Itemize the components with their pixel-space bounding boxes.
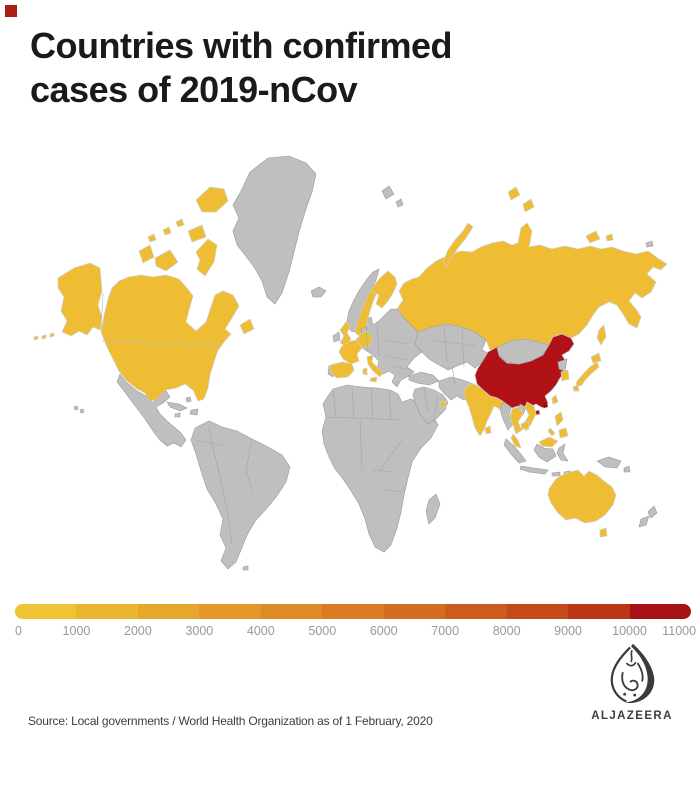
legend-tick: 11000 <box>662 624 697 638</box>
legend-tick: 0 <box>15 624 22 638</box>
islands-canadian-arctic <box>138 186 229 277</box>
region-hong-kong <box>543 403 548 408</box>
country-sri-lanka <box>484 425 492 435</box>
legend-ticks: 0 1000 2000 3000 4000 5000 6000 7000 8000 9000 100… <box>15 624 696 640</box>
island-java <box>519 465 549 475</box>
world-map-svg <box>33 155 668 571</box>
country-philippines <box>547 411 569 439</box>
country-ireland <box>332 331 341 343</box>
legend-segment <box>137 604 200 619</box>
legend-bar <box>15 604 691 619</box>
country-mongolia <box>496 338 550 365</box>
country-uk <box>339 321 352 347</box>
country-borders <box>100 292 477 545</box>
island-borneo-indonesia <box>533 443 557 463</box>
aljazeera-calligraphy-icon <box>610 643 655 704</box>
legend-tick: 3000 <box>185 624 214 638</box>
legend-tick: 2000 <box>124 624 152 638</box>
islands-falkland <box>242 565 249 571</box>
country-papua-new-guinea <box>596 456 622 469</box>
aljazeera-wordmark: ALJAZEERA <box>591 710 673 722</box>
island-wrangel <box>645 240 654 248</box>
island-png-east <box>623 465 631 473</box>
legend-tick: 8000 <box>492 624 521 638</box>
legend-segment <box>629 604 691 619</box>
islands-caribbean <box>166 396 199 418</box>
island-sardinia <box>362 367 368 376</box>
region-central-asia <box>413 323 489 371</box>
continent-africa <box>321 384 439 553</box>
country-thailand <box>509 406 524 435</box>
country-turkey <box>408 371 440 386</box>
country-spain <box>329 361 355 379</box>
islands-svalbard <box>381 185 404 208</box>
country-new-zealand <box>638 505 658 528</box>
legend-tick: 5000 <box>308 624 337 638</box>
brand-accent-square <box>5 5 17 17</box>
country-south-korea <box>560 369 570 382</box>
legend-segment <box>506 604 569 619</box>
legend-segment <box>445 604 507 619</box>
country-italy <box>366 354 384 378</box>
legend-segment <box>322 604 384 619</box>
region-borneo-malaysia <box>538 436 559 448</box>
region-mexico-central-america <box>116 373 187 448</box>
legend-tick: 1000 <box>62 624 91 638</box>
country-germany <box>356 330 373 349</box>
world-map <box>0 140 699 605</box>
legend-segment <box>199 604 261 619</box>
region-arabian-peninsula <box>412 386 449 425</box>
source-attribution: Source: Local governments / World Health… <box>28 714 433 728</box>
legend-tick: 10000 <box>612 624 647 638</box>
country-iceland <box>310 286 327 298</box>
legend-tick: 9000 <box>554 624 582 638</box>
legend-tick: 4000 <box>246 624 275 638</box>
country-australia <box>547 469 617 524</box>
title-line-1: Countries with confirmed <box>30 25 453 66</box>
page-title: Countries with confirmed cases of 2019-n… <box>30 24 630 112</box>
legend-segment <box>568 604 630 619</box>
title-line-2: cases of 2019-nCov <box>30 69 358 110</box>
country-india <box>463 383 505 437</box>
country-myanmar <box>499 401 514 431</box>
legend-segment <box>76 604 138 619</box>
country-cambodia <box>520 420 530 430</box>
country-usa-canada <box>100 274 240 403</box>
state-alaska <box>57 262 103 337</box>
country-finland <box>369 270 398 309</box>
hawaii-dots <box>73 405 85 414</box>
legend-segment <box>260 604 323 619</box>
legend-segment <box>383 604 446 619</box>
country-france <box>338 339 363 365</box>
island-sumatra <box>503 438 527 464</box>
legend-tick: 6000 <box>369 624 398 638</box>
island-novaya-zemlya <box>442 222 474 267</box>
continent-south-america <box>190 420 291 570</box>
island-newfoundland <box>239 318 255 335</box>
country-madagascar <box>425 493 441 525</box>
island-sulawesi <box>556 443 569 462</box>
islands-russian-arctic <box>507 186 614 244</box>
country-japan <box>572 352 602 392</box>
region-malay-peninsula <box>510 433 522 449</box>
island-sicily <box>369 376 378 383</box>
aljazeera-logo: ALJAZEERA <box>588 641 676 722</box>
legend-tick: 7000 <box>431 624 460 638</box>
islands-aleutian <box>33 332 55 341</box>
island-tasmania <box>599 527 608 538</box>
legend-segment <box>15 604 77 619</box>
island-sakhalin <box>596 324 607 346</box>
country-taiwan <box>551 394 559 405</box>
color-scale-legend: 0 1000 2000 3000 4000 5000 6000 7000 8000 9000 100… <box>15 604 696 640</box>
country-greenland <box>232 155 317 305</box>
country-uae <box>439 400 448 408</box>
